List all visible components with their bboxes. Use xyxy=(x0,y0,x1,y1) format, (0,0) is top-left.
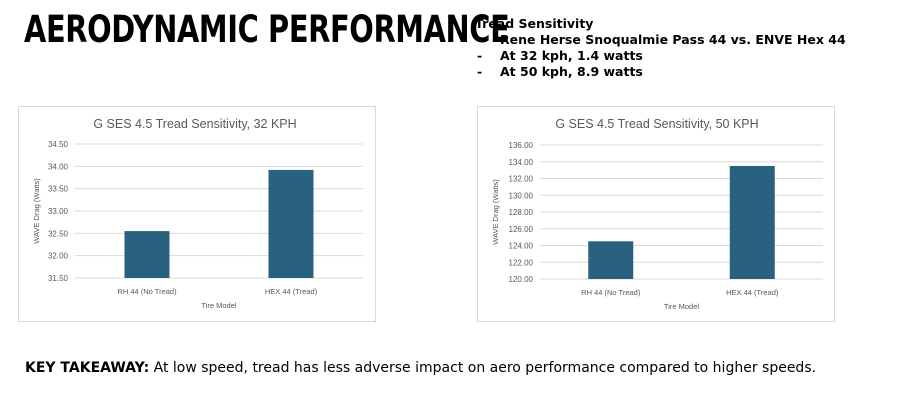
x-tick-label: HEX 44 (Tread) xyxy=(265,287,318,296)
y-tick-label: 136.00 xyxy=(509,141,534,150)
chart-32kph: G SES 4.5 Tread Sensitivity, 32 KPH 31.50… xyxy=(18,106,376,322)
y-tick-label: 33.00 xyxy=(48,207,69,216)
notes-item: - At 50 kph, 8.9 watts xyxy=(475,64,846,80)
notes-item-text: Rene Herse Snoqualmie Pass 44 vs. ENVE H… xyxy=(500,32,846,47)
dash-bullet: - xyxy=(477,64,483,79)
key-takeaway: KEY TAKEAWAY: At low speed, tread has le… xyxy=(25,360,816,376)
chart-title: G SES 4.5 Tread Sensitivity, 50 KPH xyxy=(555,117,758,131)
x-tick-label: RH 44 (No Tread) xyxy=(117,287,177,296)
notes-item-text: At 32 kph, 1.4 watts xyxy=(500,48,643,63)
y-tick-label: 128.00 xyxy=(509,208,534,217)
y-tick-label: 134.00 xyxy=(509,158,534,167)
y-axis-title: WAVE Drag (Watts) xyxy=(491,179,500,245)
takeaway-text: At low speed, tread has less adverse imp… xyxy=(149,360,817,376)
page-title: AERODYNAMIC PERFORMANCE xyxy=(24,8,510,51)
y-tick-label: 122.00 xyxy=(509,258,534,267)
y-tick-label: 120.00 xyxy=(509,275,534,284)
y-tick-label: 130.00 xyxy=(509,191,534,200)
x-axis-title: Tire Model xyxy=(664,302,699,311)
y-tick-label: 32.00 xyxy=(48,252,69,261)
y-tick-label: 32.50 xyxy=(48,229,69,238)
x-tick-label: RH 44 (No Tread) xyxy=(581,288,641,297)
x-axis-title: Tire Model xyxy=(201,301,236,310)
dash-bullet: - xyxy=(477,32,483,47)
notes-heading: Tread Sensitivity xyxy=(475,16,594,31)
bar xyxy=(268,169,314,278)
dash-bullet: - xyxy=(477,48,483,63)
notes-item: - Rene Herse Snoqualmie Pass 44 vs. ENVE … xyxy=(475,32,846,48)
bar xyxy=(588,241,634,279)
bar xyxy=(124,231,170,278)
chart-title: G SES 4.5 Tread Sensitivity, 32 KPH xyxy=(93,117,296,131)
y-tick-label: 33.50 xyxy=(48,185,69,194)
y-tick-label: 34.00 xyxy=(48,162,69,171)
y-tick-label: 34.50 xyxy=(48,140,69,149)
y-tick-label: 132.00 xyxy=(509,175,534,184)
y-axis-title: WAVE Drag (Watts) xyxy=(32,178,41,244)
notes-item-text: At 50 kph, 8.9 watts xyxy=(500,64,643,79)
bar xyxy=(729,165,775,279)
chart-32kph-svg: G SES 4.5 Tread Sensitivity, 32 KPH 31.50… xyxy=(32,117,363,310)
chart-50kph: G SES 4.5 Tread Sensitivity, 50 KPH 120.0… xyxy=(477,106,835,322)
x-tick-label: HEX 44 (Tread) xyxy=(726,288,779,297)
y-tick-label: 126.00 xyxy=(509,225,534,234)
y-tick-label: 124.00 xyxy=(509,242,534,251)
notes-item: - At 32 kph, 1.4 watts xyxy=(475,48,846,64)
notes-list: - Rene Herse Snoqualmie Pass 44 vs. ENVE … xyxy=(475,32,846,80)
chart-50kph-svg: G SES 4.5 Tread Sensitivity, 50 KPH 120.0… xyxy=(491,117,823,311)
takeaway-label: KEY TAKEAWAY: xyxy=(25,360,150,376)
y-tick-label: 31.50 xyxy=(48,274,69,283)
notes-panel: Tread Sensitivity - Rene Herse Snoqualmie… xyxy=(475,16,846,80)
